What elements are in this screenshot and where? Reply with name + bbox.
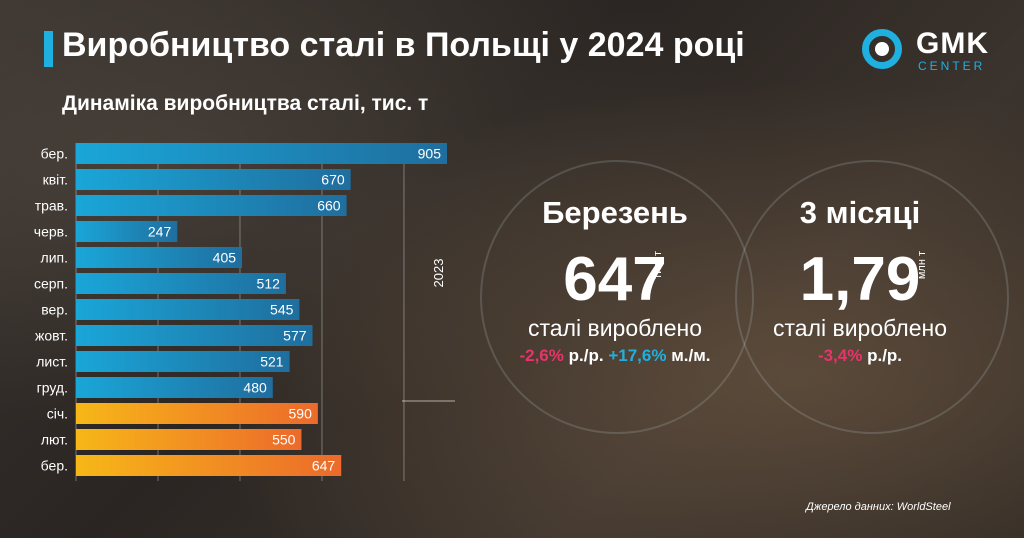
stat-quarter-yoy-label: р./р. [867, 346, 903, 365]
logo-dot-icon [875, 42, 889, 56]
bar-2 [76, 195, 347, 216]
bar-12 [76, 455, 342, 476]
value-label-11: 550 [272, 432, 296, 448]
bar-5 [76, 273, 286, 294]
category-label-12: бер. [41, 458, 68, 474]
stat-month-value: 647 [563, 245, 667, 314]
bar-chart: бер. 905 квіт. 670 трав. 660 черв. 247 лип. 405 се… [34, 143, 455, 481]
bar-4 [76, 247, 243, 268]
logo-name: GMK [916, 27, 989, 60]
stat-quarter-value: 1,79 [799, 245, 921, 314]
bar-11 [76, 429, 302, 450]
bar-0 [76, 143, 447, 164]
value-label-9: 480 [243, 380, 267, 396]
title-accent-bar [44, 31, 53, 67]
stat-quarter: 3 місяці 1,79 млн т сталі вироблено -3,4… [750, 195, 970, 366]
stat-quarter-yoy-value: -3,4% [817, 346, 863, 365]
stat-month-description: сталі вироблено [528, 315, 702, 341]
stat-month-heading: Березень [542, 195, 688, 230]
bar-10 [76, 403, 318, 424]
stat-month-mom-label: м./м. [671, 346, 711, 365]
category-label-9: груд. [37, 380, 68, 396]
value-label-7: 577 [283, 328, 307, 344]
stat-quarter-heading: 3 місяці [799, 195, 921, 230]
stat-month-changes: -2,6% р./р. +17,6% м./м. [500, 346, 730, 366]
category-label-1: квіт. [43, 172, 68, 188]
category-label-6: вер. [41, 302, 68, 318]
stat-quarter-value-row: 1,79 млн т [750, 245, 970, 315]
category-label-4: лип. [41, 250, 68, 266]
decorative-ring-right [735, 160, 1009, 434]
category-label-5: серп. [34, 276, 68, 292]
source-note: Джерело данних: WorldSteel [806, 501, 951, 513]
value-label-2: 660 [317, 198, 341, 214]
category-label-3: черв. [34, 224, 68, 240]
bar-9 [76, 377, 273, 398]
value-label-1: 670 [321, 172, 345, 188]
category-label-0: бер. [41, 146, 68, 162]
value-label-5: 512 [257, 276, 281, 292]
logo-subtitle: CENTER [918, 59, 986, 73]
stat-month-yoy-value: -2,6% [519, 346, 564, 365]
category-label-11: лют. [41, 432, 68, 448]
value-label-8: 521 [260, 354, 284, 370]
category-label-7: жовт. [35, 328, 68, 344]
value-label-12: 647 [312, 458, 336, 474]
logo-ring-icon [862, 29, 902, 69]
value-label-10: 590 [289, 406, 313, 422]
value-label-4: 405 [213, 250, 237, 266]
gmk-center-logo[interactable]: GMK CENTER [862, 27, 992, 73]
bar-6 [76, 299, 300, 320]
category-label-2: трав. [35, 198, 68, 214]
bar-1 [76, 169, 351, 190]
value-label-6: 545 [270, 302, 294, 318]
value-label-0: 905 [418, 146, 442, 162]
bar-8 [76, 351, 290, 372]
year-group-label: 2023 [431, 259, 446, 288]
stat-month-unit: тис. т [652, 251, 664, 279]
page-title: Виробництво сталі в Польщі у 2024 році [62, 26, 745, 64]
value-label-3: 247 [148, 224, 172, 240]
bar-7 [76, 325, 313, 346]
stat-month-value-row: 647 тис. т [500, 245, 730, 315]
category-label-8: лист. [36, 354, 68, 370]
stat-month: Березень 647 тис. т сталі вироблено -2,6… [500, 195, 730, 366]
bar-3 [76, 221, 178, 242]
stat-quarter-description: сталі вироблено [773, 315, 947, 341]
stat-month-mom-value: +17,6% [608, 346, 667, 365]
stat-quarter-changes: -3,4% р./р. [750, 346, 970, 366]
stat-month-yoy-label: р./р. [568, 346, 604, 365]
chart-subtitle: Динаміка виробництва сталі, тис. т [62, 92, 429, 115]
category-label-10: січ. [47, 406, 68, 422]
stat-quarter-unit: млн т [916, 251, 928, 280]
